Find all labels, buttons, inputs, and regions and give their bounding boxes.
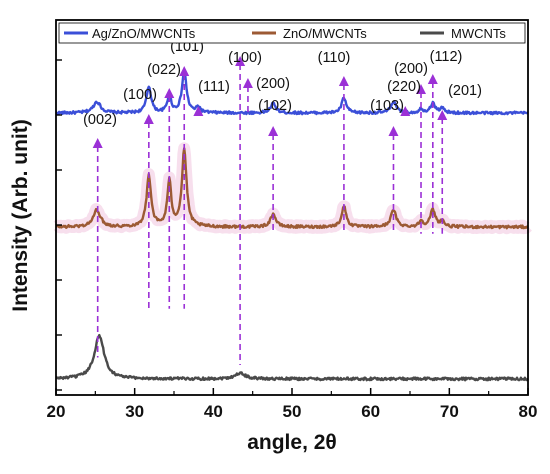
x-tick-label: 50 — [283, 402, 302, 421]
peak-label: (200) — [256, 76, 290, 92]
x-tick-label: 80 — [519, 402, 538, 421]
peak-label-layer: (002)(100)(022)(101)(111)(100)(200)(102)… — [83, 39, 482, 128]
plot-frame — [55, 19, 529, 396]
reference-arrow — [338, 76, 349, 86]
x-tick-label: 30 — [125, 402, 144, 421]
series-line-mwcnts — [55, 333, 529, 382]
peak-label: (100) — [123, 87, 157, 103]
reference-arrow — [143, 114, 154, 124]
legend-label: MWCNTs — [451, 26, 506, 41]
x-tick-label: 60 — [361, 402, 380, 421]
reference-arrow — [400, 106, 411, 116]
legend-label: Ag/ZnO/MWCNTs — [92, 26, 196, 41]
series-band-layer — [50, 142, 534, 235]
peak-label: (110) — [318, 50, 351, 66]
peak-label: (100) — [228, 50, 262, 66]
peak-label: (220) — [387, 79, 421, 95]
peak-label: (200) — [394, 61, 428, 77]
series-layer — [55, 70, 529, 382]
legend-box — [58, 22, 526, 44]
y-axis-title: Intensity (Arb. unit) — [9, 119, 32, 312]
peak-label: (201) — [448, 83, 482, 99]
reference-arrow — [164, 88, 175, 98]
peak-label: (112) — [430, 49, 463, 65]
legend-label: ZnO/MWCNTs — [283, 26, 367, 41]
reference-arrow — [193, 106, 204, 116]
reference-arrow — [179, 66, 190, 76]
reference-arrow — [268, 126, 279, 136]
peak-label: (022) — [147, 62, 181, 78]
x-axis-title: angle, 2θ — [247, 431, 337, 454]
series-line-zno-mwcnts — [55, 147, 529, 230]
series-line-ag-zno-mwcnts — [55, 70, 529, 116]
peak-label: (103) — [370, 98, 404, 114]
series-band — [50, 142, 534, 235]
x-tick-label: 70 — [440, 402, 459, 421]
peak-label: (102) — [258, 98, 292, 114]
reference-arrow — [235, 56, 246, 66]
reference-arrow — [388, 126, 399, 136]
reference-arrow — [242, 78, 253, 88]
reference-arrow — [437, 110, 448, 120]
x-tick-label: 40 — [204, 402, 223, 421]
legend: Ag/ZnO/MWCNTs ZnO/MWCNTs MWCNTs — [58, 22, 526, 44]
peak-label: (002) — [83, 112, 117, 128]
y-axis-ticks — [56, 59, 62, 391]
reference-arrow — [416, 84, 427, 94]
x-tick-label: 20 — [47, 402, 66, 421]
peak-label: (111) — [198, 79, 230, 95]
reference-lines-layer — [92, 56, 448, 365]
reference-arrow — [427, 74, 438, 84]
reference-arrow — [92, 138, 103, 148]
x-axis-ticks: 20 30 40 50 60 70 80 — [47, 388, 538, 421]
